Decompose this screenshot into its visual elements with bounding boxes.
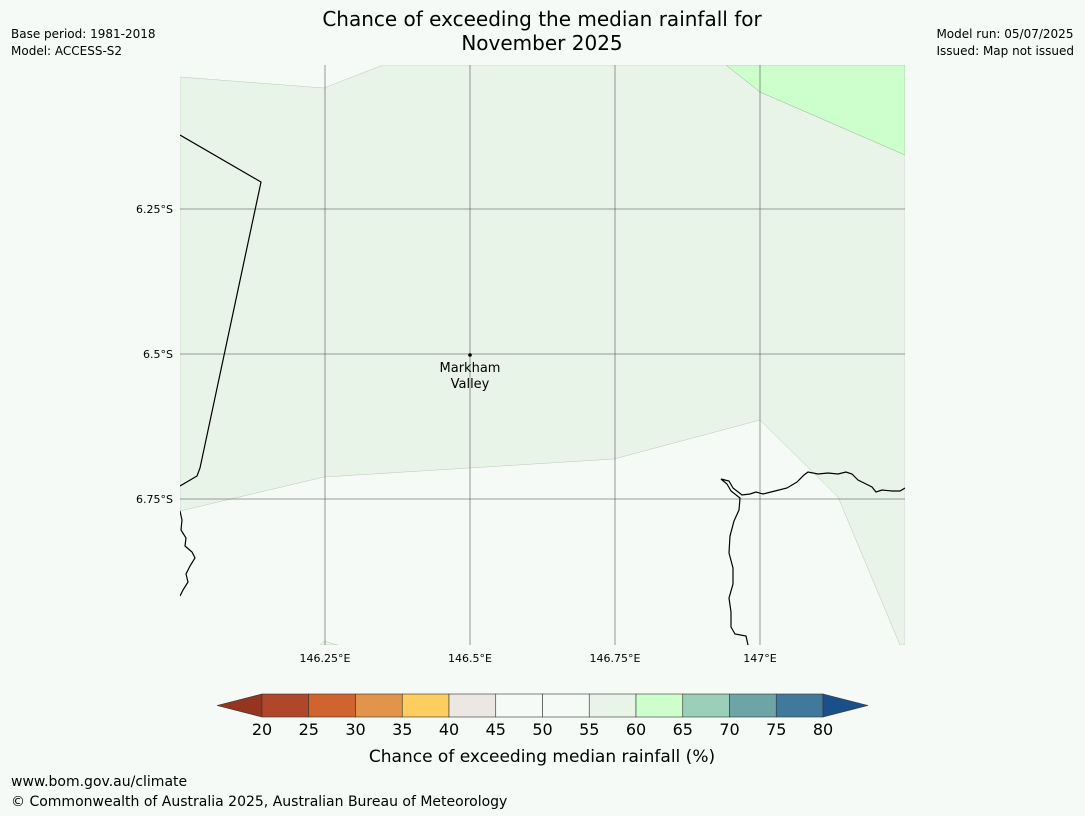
footer-url[interactable]: www.bom.gov.au/climate — [11, 774, 188, 790]
lat-label: 6.25°S — [136, 203, 173, 216]
lon-label: 146.5°E — [448, 652, 492, 665]
model-text: Model: ACCESS-S2 — [11, 44, 123, 58]
meta-left: Base period: 1981-2018 Model: ACCESS-S2 — [11, 26, 156, 60]
place-label-line-1: Markham — [440, 361, 501, 376]
colorbar-cell — [729, 693, 777, 718]
colorbar-tick-label: 80 — [813, 720, 833, 739]
colorbar-cell — [261, 693, 310, 718]
colorbar-cell — [308, 693, 356, 718]
colorbar-tick-label: 70 — [719, 720, 739, 739]
colorbar-cell — [495, 693, 543, 718]
base-period-text: Base period: 1981-2018 — [11, 27, 156, 41]
footer-copyright: © Commonwealth of Australia 2025, Austra… — [11, 794, 508, 810]
boundaries — [180, 134, 905, 645]
colorbar-cell — [401, 693, 450, 718]
colorbar-tick-label: 60 — [626, 720, 646, 739]
colorbar-cell — [682, 693, 730, 718]
probability-zone-55-60 — [180, 65, 905, 645]
lat-label: 6.5°S — [143, 348, 173, 361]
colorbar-tick-label: 55 — [579, 720, 599, 739]
title-line-1: Chance of exceeding the median rainfall … — [322, 7, 762, 31]
colorbar-tick-label: 75 — [766, 720, 786, 739]
lon-label: 146.25°E — [300, 652, 351, 665]
colorbar-legend: 20 25 30 35 40 45 50 55 60 65 70 75 80 Chance of exc… — [216, 693, 869, 767]
colorbar-over-arrow — [822, 693, 869, 718]
colorbar-under-arrow — [216, 693, 263, 718]
colorbar-cell — [588, 693, 637, 718]
lat-label: 6.75°S — [136, 493, 173, 506]
colorbar-tick-label: 25 — [299, 720, 319, 739]
model-run-text: Model run: 05/07/2025 — [936, 27, 1074, 41]
colorbar-cell — [542, 693, 590, 718]
issued-text: Issued: Map not issued — [936, 44, 1074, 58]
colorbar-tick-label: 30 — [345, 720, 365, 739]
place-label-line-2: Valley — [451, 377, 490, 392]
probability-zone-60-65 — [725, 65, 905, 156]
place-marker[interactable] — [468, 353, 472, 357]
colorbar-tick-label: 45 — [486, 720, 506, 739]
coastline-east — [720, 471, 905, 645]
colorbar-tick-label: 40 — [439, 720, 459, 739]
probability-zone-sliver — [319, 640, 339, 645]
colorbar-tick-label: 50 — [532, 720, 552, 739]
colorbar-label: Chance of exceeding median rainfall (%) — [369, 747, 715, 767]
colorbar-cell — [775, 693, 824, 718]
coastline-west — [180, 510, 196, 597]
colorbar-tick-label: 35 — [392, 720, 412, 739]
colorbar-tick-label: 65 — [673, 720, 693, 739]
graticule — [180, 65, 905, 645]
title-line-2: November 2025 — [461, 31, 623, 55]
lon-label: 147°E — [743, 652, 776, 665]
colorbar-cell — [448, 693, 497, 718]
meta-right: Model run: 05/07/2025 Issued: Map not is… — [936, 26, 1074, 60]
map-title: Chance of exceeding the median rainfall … — [242, 7, 842, 55]
colorbar-cell — [635, 693, 684, 718]
district-boundary — [180, 134, 262, 487]
colorbar-tick-label: 20 — [252, 720, 272, 739]
colorbar-cell — [355, 693, 403, 718]
lon-label: 146.75°E — [590, 652, 641, 665]
